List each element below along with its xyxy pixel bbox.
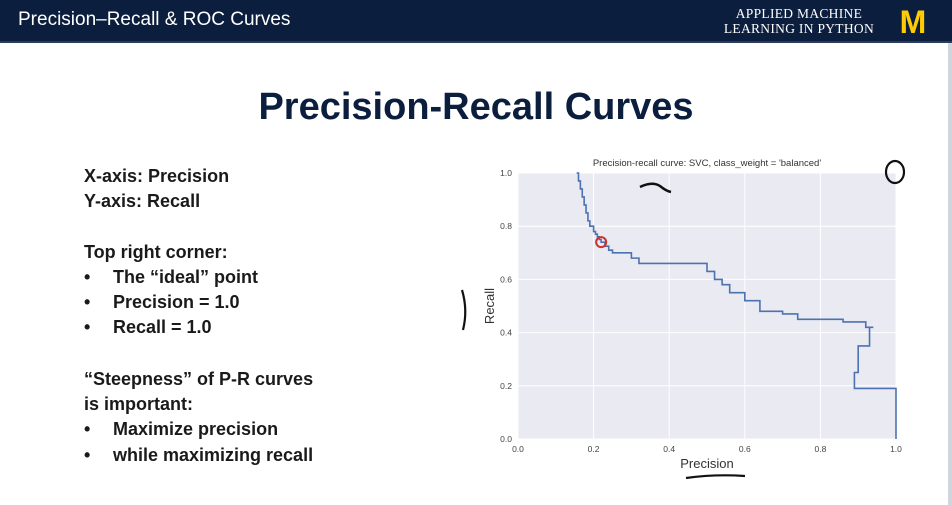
page-title: Precision-Recall Curves — [258, 86, 694, 128]
chart-title: Precision-recall curve: SVC, class_weigh… — [593, 158, 821, 169]
y-tick-label: 0.0 — [500, 434, 512, 444]
threshold-marker — [595, 236, 608, 249]
y-axis-label-line: Y-axis: Recall — [84, 191, 201, 211]
bullet-marker: • — [84, 419, 91, 439]
brand-line-2: LEARNING IN PYTHON — [723, 21, 874, 36]
ink-circle-mark — [884, 159, 906, 185]
y-tick-label: 0.8 — [500, 221, 512, 231]
plot-background — [518, 173, 896, 439]
slide-section-title: Precision–Recall & ROC Curves — [18, 9, 291, 30]
x-axis-label-line: X-axis: Precision — [84, 166, 230, 186]
bullet-marker: • — [84, 445, 91, 465]
ink-bracket-mark — [460, 289, 467, 331]
steep-bullet-1: Maximize precision — [113, 419, 279, 439]
logo-letter: M — [900, 6, 927, 37]
x-tick-label: 0.8 — [814, 444, 826, 454]
pr-curve-line — [576, 172, 897, 439]
header-bar: Precision–Recall & ROC Curves APPLIED MA… — [0, 0, 952, 43]
corner-bullet-2: Precision = 1.0 — [113, 292, 240, 312]
video-edge — [948, 43, 952, 505]
bullet-marker: • — [84, 267, 91, 287]
x-tick-label: 0.0 — [512, 444, 524, 454]
x-axis-title: Precision — [680, 456, 733, 471]
university-logo-icon: M — [900, 6, 927, 37]
x-tick-label: 0.2 — [588, 444, 600, 454]
corner-bullet-1: The “ideal” point — [113, 267, 259, 287]
x-tick-label: 0.6 — [739, 444, 751, 454]
ink-underline-mark — [685, 474, 746, 480]
steepness-line-2: is important: — [84, 394, 194, 414]
corner-bullet-3: Recall = 1.0 — [113, 317, 212, 337]
y-tick-label: 1.0 — [500, 168, 512, 178]
steep-bullet-2: while maximizing recall — [113, 445, 314, 465]
ink-stroke-mark — [639, 182, 672, 194]
y-axis-title: Recall — [482, 288, 497, 324]
brand-line-1: APPLIED MACHINE — [735, 6, 863, 21]
bullet-marker: • — [84, 317, 91, 337]
chart-svg: 0.0 0.2 0.4 0.6 0.8 1.0 0.0 0.2 0.4 0.6 0.8 1.0 Pre… — [482, 158, 902, 471]
x-tick-label: 0.4 — [663, 444, 675, 454]
x-tick-label: 1.0 — [890, 444, 902, 454]
bullet-marker: • — [84, 292, 91, 312]
y-tick-label: 0.2 — [500, 381, 512, 391]
corner-heading: Top right corner: — [84, 242, 228, 262]
pr-curve-chart: 0.0 0.2 0.4 0.6 0.8 1.0 0.0 0.2 0.4 0.6 0.8 1.0 Pre… — [470, 150, 920, 485]
y-tick-label: 0.6 — [500, 274, 512, 284]
steepness-line-1: “Steepness” of P-R curves — [84, 369, 314, 389]
course-brand: APPLIED MACHINE LEARNING IN PYTHON — [724, 6, 874, 36]
y-tick-label: 0.4 — [500, 328, 512, 338]
